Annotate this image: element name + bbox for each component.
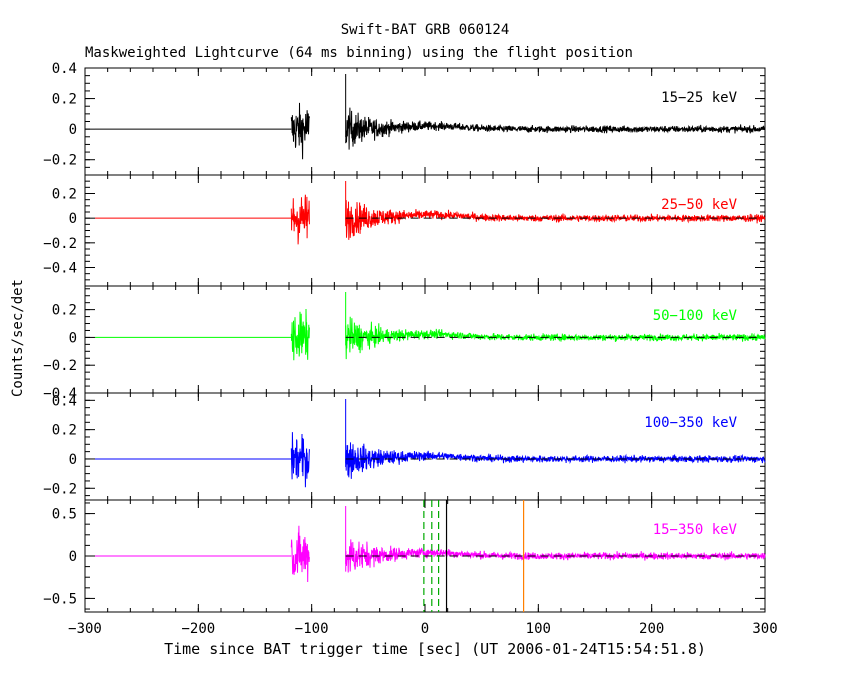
x-tick-label: 100 [526, 621, 551, 637]
y-tick-label: 0 [69, 549, 77, 565]
series-trace [290, 308, 766, 361]
y-tick-label: 0 [69, 330, 77, 346]
y-axis-label: Counts/sec/det [10, 279, 26, 398]
y-tick-label: 0.2 [52, 303, 77, 319]
y-tick-label: 0.2 [52, 187, 77, 203]
chart-subtitle: Maskweighted Lightcurve (64 ms binning) … [85, 45, 633, 61]
y-tick-label: 0.4 [52, 61, 77, 77]
y-tick-label: 0.4 [52, 393, 77, 409]
y-tick-label: −0.2 [43, 236, 77, 252]
x-tick-label: −300 [68, 621, 102, 637]
x-tick-label: −100 [295, 621, 329, 637]
y-tick-label: 0.2 [52, 423, 77, 439]
series-trace [290, 432, 766, 488]
band-label: 15−350 keV [653, 522, 738, 538]
y-tick-label: 0 [69, 452, 77, 468]
x-axis-label: Time since BAT trigger time [sec] (UT 20… [164, 640, 706, 658]
y-tick-label: −0.4 [43, 386, 77, 402]
panel-frame [84, 67, 766, 176]
y-tick-label: −0.2 [43, 153, 77, 169]
panel-frame [84, 174, 766, 287]
band-label: 50−100 keV [653, 308, 738, 324]
y-tick-label: 0 [69, 211, 77, 227]
y-tick-label: −0.5 [43, 591, 77, 607]
y-tick-label: 0.2 [52, 92, 77, 108]
x-tick-label: 300 [752, 621, 777, 637]
band-label: 15−25 keV [661, 90, 737, 106]
y-tick-label: −0.2 [43, 358, 77, 374]
y-tick-label: −0.4 [43, 261, 77, 277]
y-tick-label: 0.5 [52, 507, 77, 523]
band-label: 100−350 keV [644, 415, 737, 431]
x-tick-label: 0 [421, 621, 429, 637]
y-tick-label: 0 [69, 122, 77, 138]
y-tick-label: −0.2 [43, 481, 77, 497]
chart-title: Swift-BAT GRB 060124 [340, 22, 510, 38]
band-label: 25−50 keV [661, 197, 737, 213]
panel-frame [84, 392, 766, 501]
series-trace [290, 102, 766, 160]
x-tick-label: −200 [181, 621, 215, 637]
x-tick-label: 200 [639, 621, 664, 637]
